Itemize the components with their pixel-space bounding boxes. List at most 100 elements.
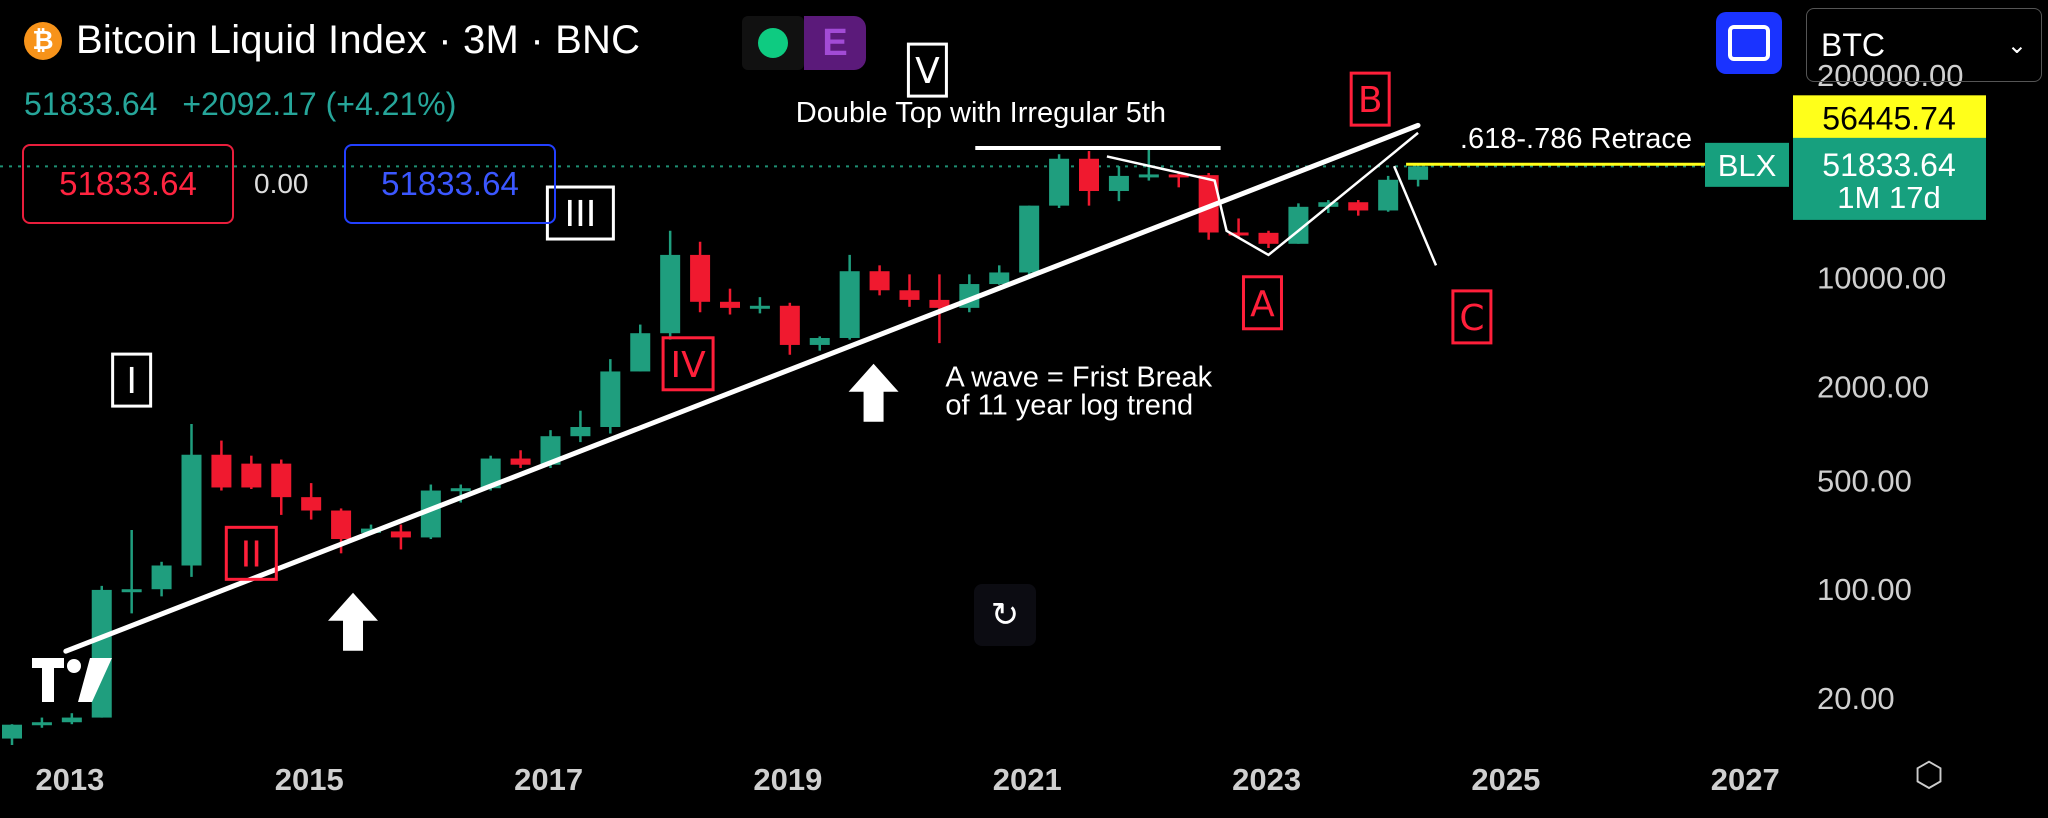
- candle-body: [600, 371, 621, 427]
- candle-body: [869, 271, 890, 291]
- fullscreen-button[interactable]: [1716, 12, 1782, 74]
- annotation-text: A wave = Frist Break: [945, 362, 1212, 394]
- annotation-text: of 11 year log trend: [945, 390, 1193, 422]
- chart-header: ₿ Bitcoin Liquid Index · 3M · BNC E 5183…: [0, 0, 2048, 224]
- symbol-select[interactable]: BTC ⌄: [1806, 8, 2042, 82]
- candle-body: [331, 510, 352, 540]
- annotation-text: Double Top with Irregular 5th: [796, 97, 1166, 129]
- symbol-tag-label: BLX: [1718, 148, 1777, 183]
- x-tick-label: 2021: [993, 762, 1062, 797]
- wave-label: A: [1250, 284, 1275, 325]
- candle-body: [779, 305, 800, 345]
- candle-body: [1228, 232, 1249, 236]
- alert-price-label: 56445.74: [1822, 100, 1955, 136]
- x-tick-label: 2013: [35, 762, 104, 797]
- candle-body: [809, 337, 830, 345]
- bitcoin-icon: ₿: [24, 21, 62, 60]
- candle-body: [211, 454, 232, 488]
- candle-body: [271, 463, 292, 498]
- drawings-layer: [63, 122, 1705, 654]
- candle-body: [121, 589, 142, 593]
- price-delta: +2092.17 (+4.21%): [182, 86, 457, 122]
- candle-body: [899, 290, 920, 300]
- x-axis[interactable]: 2013 2015 2017 2019 2021 2023 2025 2027: [35, 762, 1779, 797]
- bar-countdown-label: 1M 17d: [1837, 180, 1940, 215]
- x-tick-label: 2017: [514, 762, 583, 797]
- earnings-badge[interactable]: E: [804, 16, 866, 70]
- candle-body: [1318, 202, 1339, 207]
- x-tick-label: 2015: [275, 762, 344, 797]
- wave-label: I: [126, 361, 137, 402]
- reset-chart-button[interactable]: ↻: [974, 584, 1036, 646]
- candle-body: [480, 458, 501, 489]
- log-trendline: [63, 122, 1421, 654]
- fullscreen-icon: [1728, 25, 1770, 61]
- candle-body: [690, 254, 711, 302]
- candle-body: [301, 497, 322, 511]
- sell-button[interactable]: 51833.64: [22, 144, 234, 224]
- candle-body: [450, 488, 471, 492]
- settings-button[interactable]: ⬡: [1906, 752, 1952, 798]
- x-tick-label: 2027: [1711, 762, 1780, 797]
- up-arrow-icon: [328, 592, 379, 651]
- candle-body: [1079, 158, 1099, 192]
- x-tick-label: 2019: [753, 762, 822, 797]
- y-axis[interactable]: 200000.00 10000.00 2000.00 500.00 100.00 20.0…: [1817, 58, 1964, 716]
- candle-body: [151, 565, 172, 590]
- symbol-title[interactable]: Bitcoin Liquid Index · 3M · BNC: [76, 18, 641, 62]
- candle-body: [1258, 232, 1279, 244]
- x-tick-label: 2025: [1471, 762, 1540, 797]
- wave-label-box: [1451, 289, 1493, 345]
- y-tick-label: 100.00: [1817, 572, 1912, 607]
- candle-body: [570, 426, 591, 437]
- candle-body: [1198, 175, 1219, 233]
- x-tick-label: 2023: [1232, 762, 1301, 797]
- wave-label: III: [564, 194, 596, 235]
- wave-label-box: [545, 185, 615, 241]
- symbol-select-value: BTC: [1821, 26, 1885, 63]
- wave-label: C: [1459, 298, 1484, 339]
- candle-body: [929, 299, 950, 308]
- abc-wave-path: [1106, 131, 1419, 257]
- price-change: 51833.64 +2092.17 (+4.21%): [24, 86, 456, 123]
- annotations-layer: Double Top with Irregular 5th .618-.786 R…: [328, 97, 1692, 651]
- wave-label-box: [224, 525, 278, 581]
- symbol-row[interactable]: ₿ Bitcoin Liquid Index · 3M · BNC: [24, 18, 640, 63]
- wave-label-box: [906, 42, 948, 98]
- candle-body: [1108, 175, 1129, 192]
- candles-layer: [2, 146, 1429, 745]
- candle-body: [1049, 158, 1070, 206]
- candle-body: [1019, 205, 1040, 273]
- candle-body: [1138, 174, 1159, 178]
- candle-body: [749, 305, 770, 309]
- last-price: 51833.64: [24, 86, 158, 122]
- wave-label: B: [1358, 80, 1383, 121]
- candle-body: [181, 454, 202, 566]
- candle-body: [630, 333, 651, 372]
- up-arrow-icon: [848, 363, 899, 422]
- candle-body: [720, 301, 740, 308]
- symbol-tag: [1705, 142, 1789, 187]
- wave-label-box: [1241, 275, 1283, 331]
- alert-price-tag: [1793, 95, 1986, 140]
- current-price-label: 51833.64: [1822, 147, 1955, 183]
- wave-label: II: [241, 534, 262, 575]
- spread-value: 0.00: [254, 168, 309, 199]
- hexagon-settings-icon: ⬡: [1914, 756, 1944, 794]
- wave-label-box: [661, 336, 715, 392]
- chevron-down-icon: ⌄: [2006, 31, 2027, 59]
- candle-body: [660, 254, 681, 334]
- candle-body: [1168, 174, 1189, 178]
- y-tick-label: 10000.00: [1817, 261, 1946, 296]
- refresh-icon: ↻: [990, 596, 1020, 634]
- candle-body: [1378, 179, 1399, 211]
- candle-body: [241, 463, 262, 488]
- y-tick-label: 2000.00: [1817, 370, 1929, 405]
- buy-button[interactable]: 51833.64: [344, 144, 556, 224]
- wave-label-box: [111, 352, 153, 408]
- candle-body: [390, 531, 411, 538]
- candle-body: [839, 271, 860, 338]
